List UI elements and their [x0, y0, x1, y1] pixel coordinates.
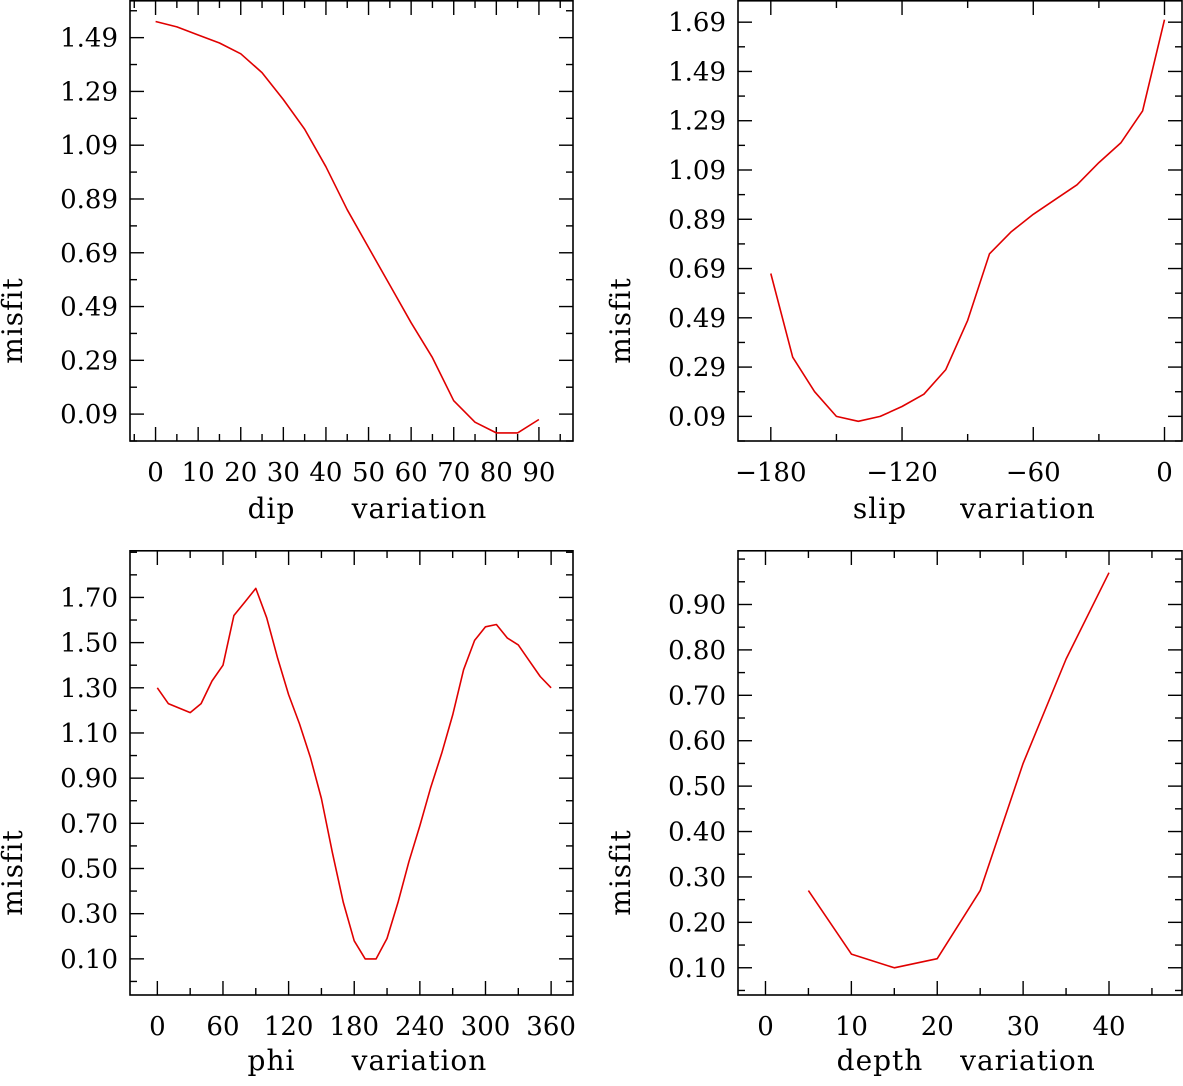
x-tick-label: 20 [224, 458, 257, 488]
panel-phi: 0 60 120 180 240 300 360 0.10 0.30 0.50 0.70 0.90 1.… [0, 549, 576, 1077]
y-axis-title: misfit [604, 829, 637, 915]
x-axis-title-variation: variation [351, 492, 488, 525]
y-tick-label: 1.50 [60, 629, 118, 659]
x-tick-label: 0 [1156, 458, 1173, 488]
y-axis-title: misfit [0, 829, 29, 915]
plot-frame [737, 0, 1183, 442]
x-tick-label: 0 [149, 1012, 166, 1042]
panel-dip: 0 10 20 30 40 50 60 70 80 90 0.09 0.29 0.49 0.69 0.89 1… [0, 0, 574, 525]
y-tick-label: 1.49 [60, 24, 118, 54]
dip-misfit-line [155, 20, 540, 434]
x-tick-label: 120 [264, 1012, 314, 1042]
x-axis-title-variation: variation [959, 1044, 1096, 1077]
y-tick-label: 1.30 [60, 674, 118, 704]
y-tick-label: 0.50 [60, 855, 118, 885]
x-tick-label: 240 [395, 1012, 445, 1042]
y-tick-label: 0.30 [668, 863, 726, 893]
y-tick-label: 0.80 [668, 636, 726, 666]
x-axis-title-variation: variation [959, 492, 1096, 525]
x-tick-label: 90 [522, 458, 555, 488]
plot-frame [129, 549, 574, 996]
y-tick-label: 0.29 [60, 346, 118, 376]
phi-misfit-line [156, 587, 552, 960]
x-tick-label: 70 [437, 458, 470, 488]
x-tick-label: 60 [206, 1012, 239, 1042]
x-tick-label: 30 [267, 458, 300, 488]
y-tick-label: 1.10 [60, 719, 118, 749]
x-tick-label: 180 [329, 1012, 379, 1042]
x-tick-label: −60 [1006, 458, 1061, 488]
y-tick-label: 0.60 [668, 727, 726, 757]
y-tick-label: 0.10 [60, 945, 118, 975]
y-tick-label: 1.69 [668, 8, 726, 38]
x-tick-label: 20 [921, 1012, 954, 1042]
x-axis-title: depth [837, 1044, 924, 1077]
y-tick-label: 0.69 [668, 255, 726, 285]
panel-slip: −180 −120 −60 0 0.09 0.29 0.49 0.69 0.89 1.09 1.29… [604, 0, 1183, 525]
y-tick-label: 1.09 [60, 131, 118, 161]
y-tick-label: 0.89 [668, 205, 726, 235]
x-tick-label: 10 [835, 1012, 868, 1042]
x-tick-label: 80 [480, 458, 513, 488]
y-tick-label: 0.30 [60, 900, 118, 930]
plot-frame [737, 549, 1183, 996]
x-tick-label: 360 [526, 1012, 576, 1042]
x-tick-label: −180 [735, 458, 806, 488]
x-tick-label: 30 [1007, 1012, 1040, 1042]
y-tick-label: 0.29 [668, 353, 726, 383]
y-tick-label: 0.09 [60, 400, 118, 430]
x-tick-label: −120 [866, 458, 937, 488]
y-tick-label: 0.20 [668, 908, 726, 938]
y-tick-label: 1.29 [60, 77, 118, 107]
x-axis-title: phi [248, 1044, 296, 1077]
depth-misfit-line [807, 572, 1110, 969]
y-tick-label: 0.09 [668, 402, 726, 432]
panel-depth: 0 10 20 30 40 0.10 0.20 0.30 0.40 0.50 0.60 0.70 0.8… [604, 549, 1183, 1077]
y-tick-label: 0.49 [60, 293, 118, 323]
x-axis-title-variation: variation [351, 1044, 488, 1077]
x-tick-label: 10 [182, 458, 215, 488]
y-tick-label: 0.90 [60, 764, 118, 794]
y-tick-label: 0.69 [60, 239, 118, 269]
y-tick-label: 0.40 [668, 818, 726, 848]
y-axis-title: misfit [0, 277, 29, 363]
y-tick-label: 0.70 [60, 809, 118, 839]
y-axis-title: misfit [604, 277, 637, 363]
x-axis-title: slip [853, 492, 907, 525]
y-tick-label: 0.89 [60, 185, 118, 215]
y-tick-label: 1.09 [668, 156, 726, 186]
y-tick-label: 1.70 [60, 583, 118, 613]
x-tick-label: 300 [461, 1012, 511, 1042]
plot-frame [129, 0, 574, 442]
y-tick-label: 1.29 [668, 107, 726, 137]
y-tick-label: 1.49 [668, 57, 726, 87]
x-tick-label: 50 [352, 458, 385, 488]
slip-misfit-line [770, 19, 1166, 423]
y-tick-label: 0.49 [668, 304, 726, 334]
y-tick-label: 0.10 [668, 954, 726, 984]
y-tick-label: 0.70 [668, 681, 726, 711]
x-tick-label: 40 [309, 458, 342, 488]
x-axis-title: dip [248, 492, 296, 525]
x-tick-label: 0 [147, 458, 164, 488]
y-tick-label: 0.50 [668, 772, 726, 802]
x-tick-label: 0 [757, 1012, 774, 1042]
y-tick-label: 0.90 [668, 590, 726, 620]
x-tick-label: 40 [1092, 1012, 1125, 1042]
x-tick-label: 60 [395, 458, 428, 488]
